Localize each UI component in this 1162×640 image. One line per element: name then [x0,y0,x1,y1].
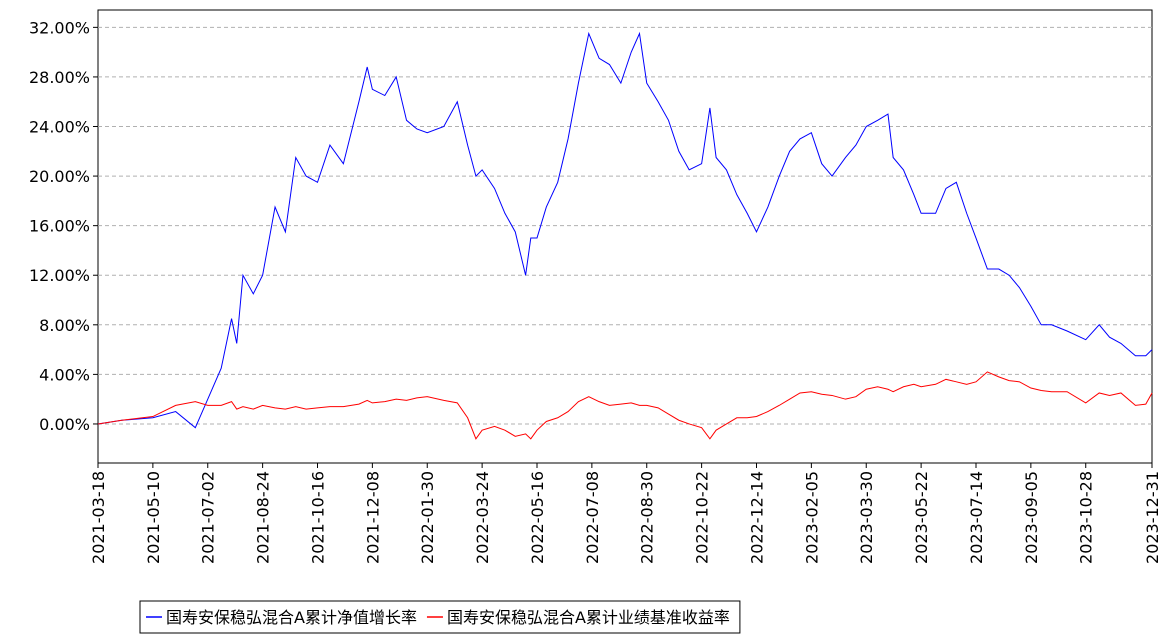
x-tick-label: 2022-01-30 [418,471,437,564]
x-tick-label: 2022-05-16 [528,471,547,564]
x-tick-label: 2021-08-24 [254,471,273,564]
x-tick-label: 2021-10-16 [308,471,327,564]
x-tick-label: 2022-03-24 [473,471,492,564]
legend-label: 国寿安保稳弘混合A累计业绩基准收益率 [447,608,730,627]
y-tick-label: 24.00% [29,118,90,137]
series-line [97,371,1153,440]
y-tick-label: 8.00% [39,316,90,335]
x-tick-label: 2022-08-30 [638,471,657,564]
series-line [97,31,1153,429]
y-tick-label: 12.00% [29,266,90,285]
x-tick-label: 2023-12-31 [1143,471,1162,564]
x-tick-label: 2022-10-22 [693,471,712,564]
x-tick-label: 2022-12-14 [747,471,766,564]
x-tick-label: 2023-10-28 [1077,471,1096,564]
y-tick-label: 20.00% [29,167,90,186]
x-tick-label: 2021-07-02 [199,471,218,564]
y-tick-label: 28.00% [29,68,90,87]
legend: 国寿安保稳弘混合A累计净值增长率 国寿安保稳弘混合A累计业绩基准收益率 [139,600,741,634]
x-tick-label: 2023-03-30 [857,471,876,564]
y-tick-label: 16.00% [29,217,90,236]
x-tick-label: 2023-09-05 [1022,471,1041,564]
x-tick-label: 2021-12-08 [363,471,382,564]
plot-area [97,9,1153,464]
legend-label: 国寿安保稳弘混合A累计净值增长率 [166,608,417,627]
x-tick-label: 2023-07-14 [967,471,986,564]
x-tick-label: 2021-03-18 [89,471,108,564]
y-tick-label: 0.00% [39,415,90,434]
x-tick-label: 2021-05-10 [144,471,163,564]
y-tick-label: 32.00% [29,18,90,37]
x-tick-label: 2023-02-05 [802,471,821,564]
x-tick-label: 2023-05-22 [912,471,931,564]
y-tick-label: 4.00% [39,365,90,384]
x-tick-label: 2022-07-08 [583,471,602,564]
